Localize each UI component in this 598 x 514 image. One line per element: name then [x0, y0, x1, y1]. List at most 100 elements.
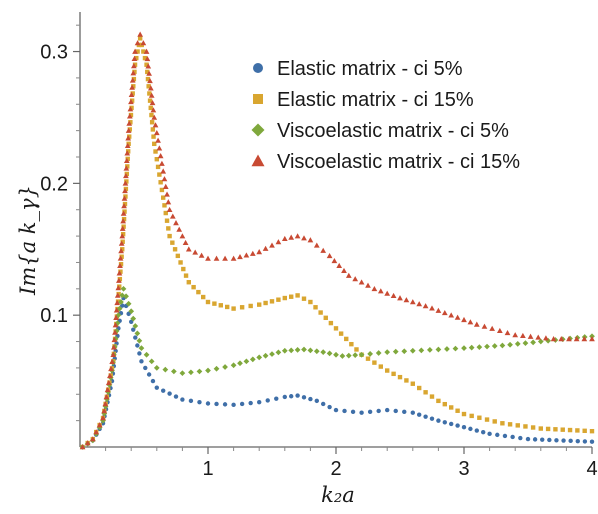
data-point: [182, 239, 189, 245]
data-point: [146, 84, 151, 89]
data-point: [301, 296, 307, 301]
data-point: [231, 306, 236, 311]
data-point: [205, 255, 211, 261]
data-point: [116, 277, 122, 283]
data-point: [159, 187, 165, 193]
data-point: [116, 291, 121, 297]
data-point: [123, 172, 129, 179]
data-point: [532, 437, 538, 442]
data-point: [131, 84, 136, 89]
data-point: [132, 323, 139, 329]
data-point: [333, 326, 339, 331]
data-point: [354, 347, 359, 352]
data-point: [110, 344, 117, 350]
data-point: [196, 289, 201, 295]
data-point: [477, 415, 482, 420]
data-point: [510, 434, 515, 440]
data-point: [147, 91, 152, 96]
legend-marker: [253, 94, 263, 104]
data-point: [468, 344, 475, 351]
data-point: [553, 427, 558, 432]
data-point: [515, 423, 520, 428]
data-point: [326, 350, 333, 357]
data-point: [162, 203, 167, 208]
data-point: [566, 336, 572, 342]
data-point: [124, 150, 131, 156]
data-point: [442, 420, 447, 425]
data-point: [167, 233, 172, 239]
data-point: [307, 237, 314, 243]
data-point: [358, 351, 365, 358]
data-point: [163, 210, 168, 216]
data-point: [143, 365, 148, 371]
data-point: [151, 134, 156, 139]
data-point: [145, 63, 152, 69]
data-point: [543, 335, 549, 341]
data-point: [314, 398, 319, 404]
data-point: [135, 49, 140, 54]
data-point: [403, 297, 410, 303]
data-point: [468, 426, 473, 432]
data-point: [167, 391, 172, 396]
data-point: [183, 273, 189, 278]
data-point: [122, 188, 128, 194]
data-point: [147, 77, 153, 84]
data-point: [104, 387, 111, 393]
legend-label: Viscoelastic matrix - ci 5%: [277, 120, 509, 142]
series-4: [79, 31, 595, 450]
data-point: [313, 348, 320, 355]
data-point: [150, 378, 156, 384]
data-point: [435, 346, 442, 353]
data-point: [117, 262, 123, 269]
data-point: [418, 347, 425, 354]
data-point: [294, 347, 301, 353]
data-point: [492, 419, 497, 424]
data-point: [196, 368, 203, 375]
data-point: [149, 112, 154, 118]
data-point: [133, 335, 138, 340]
data-point: [117, 255, 124, 261]
data-point: [243, 358, 250, 365]
data-point: [489, 325, 496, 331]
data-point: [248, 303, 253, 309]
data-point: [282, 394, 287, 400]
data-point: [281, 235, 288, 242]
data-point: [345, 272, 352, 278]
data-point: [173, 394, 179, 399]
data-point: [567, 427, 573, 433]
data-point: [124, 142, 131, 148]
data-point: [131, 55, 138, 62]
data-point: [401, 348, 408, 355]
data-point: [125, 149, 131, 154]
data-point: [239, 401, 245, 407]
data-point: [108, 365, 114, 372]
data-point: [105, 379, 112, 386]
data-point: [112, 322, 119, 328]
data-point: [111, 337, 118, 343]
data-point: [173, 220, 179, 226]
data-point: [568, 438, 573, 444]
data-point: [423, 414, 428, 419]
data-point: [452, 345, 459, 352]
data-point: [134, 40, 141, 46]
data-point: [449, 421, 454, 427]
data-point: [172, 247, 178, 252]
data-point: [117, 284, 122, 289]
data-point: [301, 346, 307, 353]
data-point: [550, 336, 557, 342]
data-point: [333, 351, 339, 358]
data-point: [213, 365, 220, 372]
data-point: [150, 127, 156, 132]
data-point: [118, 240, 125, 246]
data-point: [455, 423, 460, 428]
legend-label: Elastic matrix - ci 5%: [277, 58, 463, 80]
data-point: [148, 105, 153, 111]
data-point: [135, 343, 140, 348]
data-point: [575, 438, 580, 444]
data-point: [124, 179, 129, 184]
data-point: [339, 353, 346, 359]
data-point: [429, 394, 435, 399]
data-point: [538, 426, 543, 431]
data-point: [170, 240, 175, 245]
